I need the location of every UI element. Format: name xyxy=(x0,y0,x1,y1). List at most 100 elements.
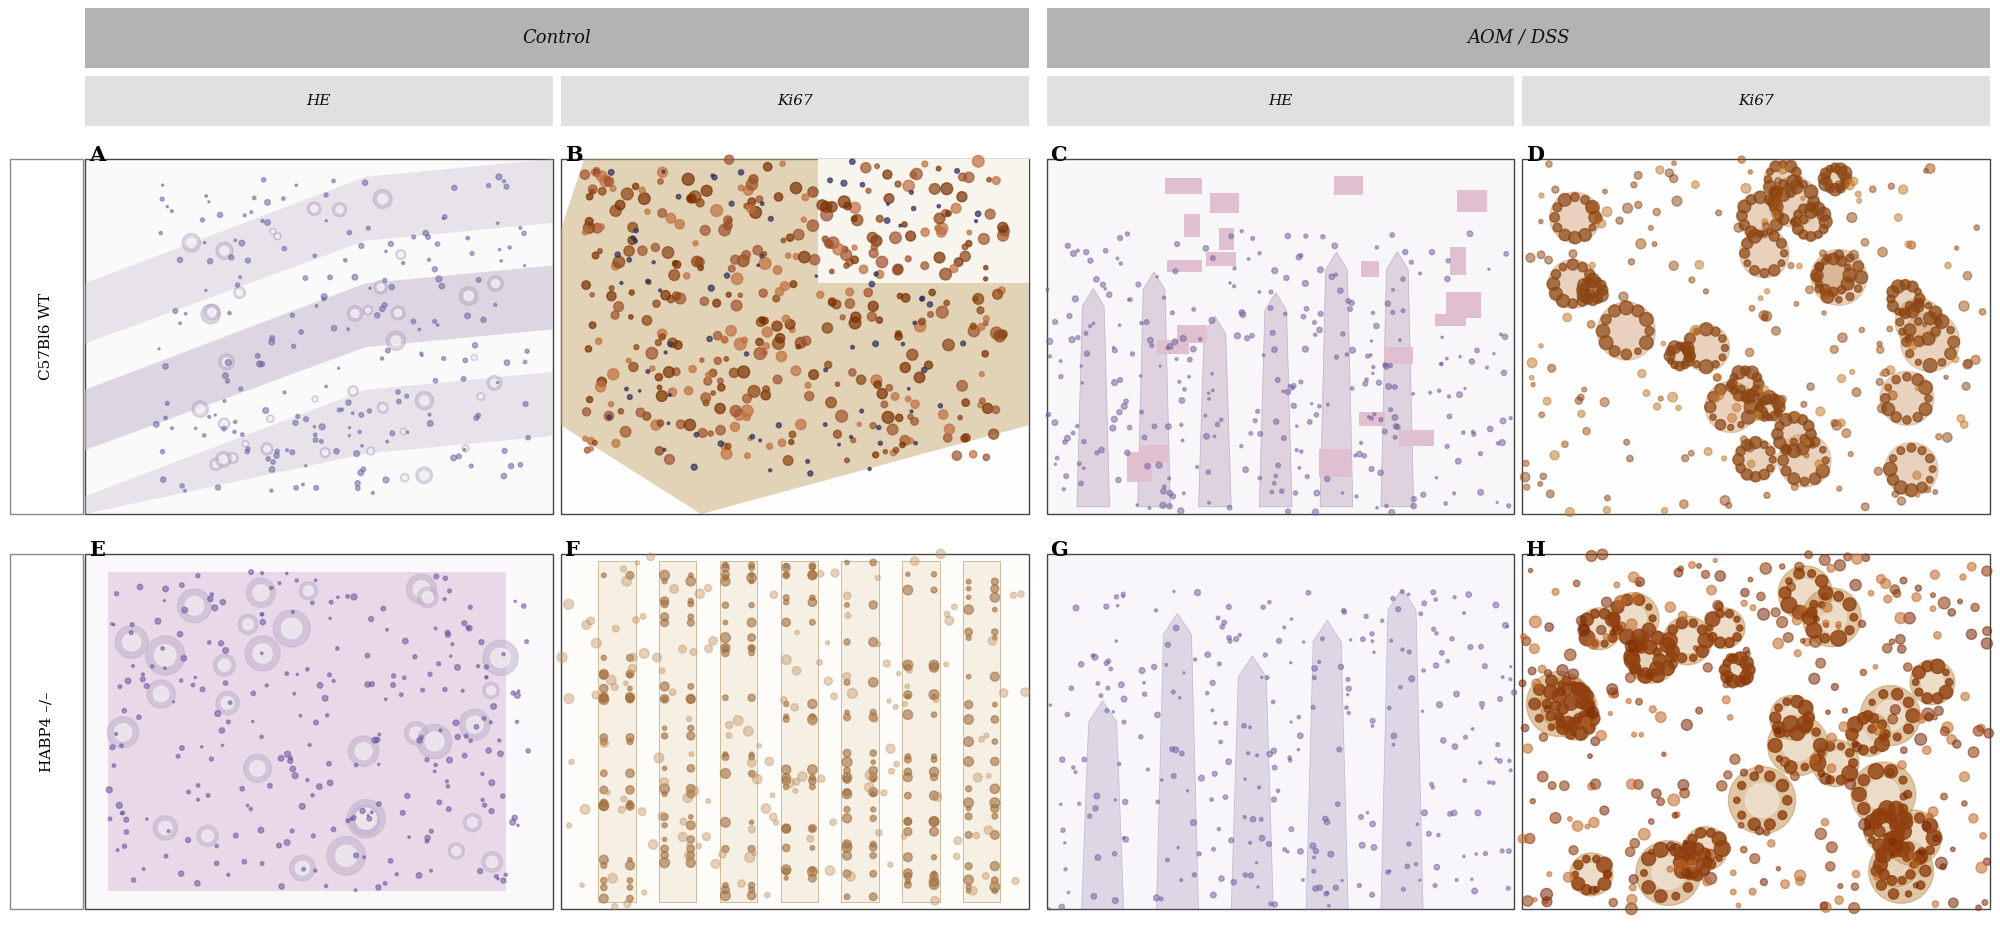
Circle shape xyxy=(1696,859,1706,870)
Circle shape xyxy=(1476,810,1480,816)
Circle shape xyxy=(1160,502,1166,509)
Circle shape xyxy=(428,414,430,416)
Circle shape xyxy=(600,739,608,747)
Circle shape xyxy=(590,292,594,297)
Circle shape xyxy=(466,626,470,630)
Circle shape xyxy=(1754,406,1768,419)
Circle shape xyxy=(1062,488,1066,491)
Circle shape xyxy=(318,682,322,688)
Circle shape xyxy=(1822,620,1828,626)
Circle shape xyxy=(304,586,314,596)
Circle shape xyxy=(1674,844,1712,881)
Circle shape xyxy=(918,319,926,325)
Polygon shape xyxy=(1306,620,1348,909)
Circle shape xyxy=(1060,360,1062,363)
Circle shape xyxy=(1734,223,1744,232)
Circle shape xyxy=(1474,348,1480,352)
Circle shape xyxy=(1968,747,1978,758)
Circle shape xyxy=(1960,772,1970,782)
Circle shape xyxy=(1378,470,1384,476)
Circle shape xyxy=(264,199,270,205)
Circle shape xyxy=(760,254,764,258)
Circle shape xyxy=(1300,380,1302,384)
Circle shape xyxy=(1638,644,1664,670)
Circle shape xyxy=(1600,398,1608,406)
Circle shape xyxy=(1180,879,1182,882)
Circle shape xyxy=(722,443,728,449)
Circle shape xyxy=(644,209,650,214)
Circle shape xyxy=(748,826,756,833)
Circle shape xyxy=(1166,664,1168,666)
Circle shape xyxy=(1960,574,1966,580)
Circle shape xyxy=(824,423,828,427)
Circle shape xyxy=(1506,625,1508,628)
Circle shape xyxy=(1924,168,1928,173)
Bar xyxy=(84,554,552,909)
Circle shape xyxy=(850,159,856,164)
Circle shape xyxy=(876,830,882,836)
Circle shape xyxy=(1934,632,1942,639)
Circle shape xyxy=(358,243,364,248)
Circle shape xyxy=(1684,355,1694,367)
Circle shape xyxy=(580,883,584,887)
Circle shape xyxy=(598,801,608,810)
Circle shape xyxy=(1412,496,1416,501)
Circle shape xyxy=(770,591,778,599)
Circle shape xyxy=(1286,389,1290,395)
Circle shape xyxy=(464,448,466,451)
Circle shape xyxy=(422,591,434,603)
Circle shape xyxy=(1888,842,1900,854)
Circle shape xyxy=(1190,820,1196,825)
Circle shape xyxy=(1762,219,1768,225)
Circle shape xyxy=(730,422,740,431)
Circle shape xyxy=(588,224,592,227)
Circle shape xyxy=(642,316,652,325)
Circle shape xyxy=(612,903,618,910)
Circle shape xyxy=(1578,608,1620,650)
Circle shape xyxy=(1636,239,1646,249)
Circle shape xyxy=(1630,664,1640,673)
Circle shape xyxy=(1838,333,1848,342)
Circle shape xyxy=(930,817,938,826)
Circle shape xyxy=(686,842,692,848)
Circle shape xyxy=(1128,298,1132,302)
Circle shape xyxy=(824,677,832,685)
Circle shape xyxy=(1840,722,1848,731)
Circle shape xyxy=(1908,281,1918,292)
Circle shape xyxy=(746,179,758,190)
Circle shape xyxy=(1060,904,1064,910)
Circle shape xyxy=(932,712,936,717)
Circle shape xyxy=(466,236,470,240)
Circle shape xyxy=(1262,605,1266,609)
Circle shape xyxy=(1716,571,1726,581)
Circle shape xyxy=(1114,595,1118,599)
Circle shape xyxy=(606,791,610,795)
Circle shape xyxy=(662,766,666,771)
Circle shape xyxy=(1210,892,1216,898)
Circle shape xyxy=(870,807,876,812)
Circle shape xyxy=(1336,802,1340,807)
Circle shape xyxy=(954,854,960,859)
Polygon shape xyxy=(1076,289,1110,507)
Circle shape xyxy=(1842,708,1848,713)
Circle shape xyxy=(992,813,998,819)
Circle shape xyxy=(214,711,220,716)
Circle shape xyxy=(1256,410,1260,414)
Circle shape xyxy=(1210,709,1214,712)
Circle shape xyxy=(1644,390,1650,397)
Circle shape xyxy=(1452,744,1458,749)
Circle shape xyxy=(1346,686,1352,691)
Circle shape xyxy=(352,412,354,415)
Circle shape xyxy=(218,354,234,369)
Circle shape xyxy=(250,807,252,810)
Circle shape xyxy=(1568,231,1582,243)
Circle shape xyxy=(988,430,998,439)
Bar xyxy=(560,554,1028,909)
Circle shape xyxy=(1740,228,1790,278)
Circle shape xyxy=(382,303,388,307)
Circle shape xyxy=(360,445,364,447)
Circle shape xyxy=(724,356,728,361)
Circle shape xyxy=(1676,342,1684,350)
Circle shape xyxy=(1572,877,1584,890)
Circle shape xyxy=(1378,417,1384,422)
